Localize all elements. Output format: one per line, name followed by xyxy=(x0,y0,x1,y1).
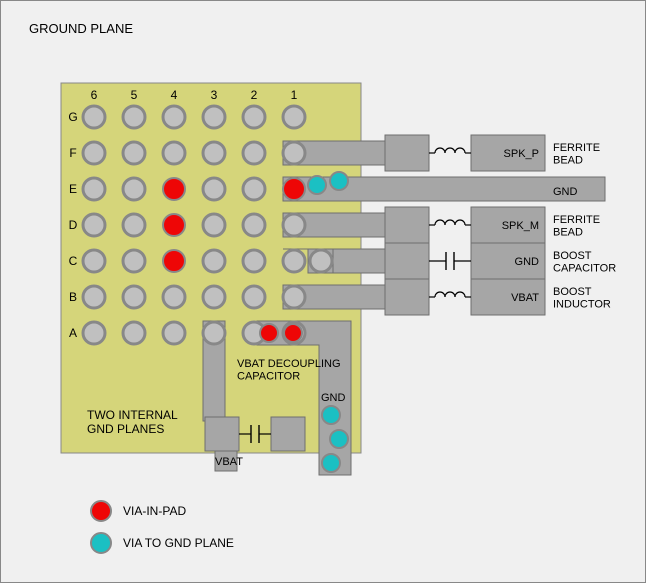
via-C5 xyxy=(123,250,145,272)
via-D2 xyxy=(243,214,265,236)
inductor-symbol xyxy=(429,220,471,225)
legend-label-red: VIA-IN-PAD xyxy=(123,504,186,518)
via-E2 xyxy=(243,178,265,200)
via-F4 xyxy=(163,142,185,164)
via-D5 xyxy=(123,214,145,236)
row-label-C: C xyxy=(69,254,78,268)
via-B4 xyxy=(163,286,185,308)
row-label-F: F xyxy=(69,146,76,160)
gnd-u-label: GND xyxy=(321,392,346,404)
via-A5 xyxy=(123,322,145,344)
via-B1 xyxy=(283,286,305,308)
col-label-2: 2 xyxy=(251,88,258,102)
via-B3 xyxy=(203,286,225,308)
pcb-note: TWO INTERNALGND PLANES xyxy=(87,408,178,436)
spk-m-left xyxy=(385,207,429,243)
via-A6 xyxy=(83,322,105,344)
via-G5 xyxy=(123,106,145,128)
via-E6 xyxy=(83,178,105,200)
side-label-1: GND xyxy=(553,186,578,198)
gnd-right-label: GND xyxy=(515,256,540,268)
col-label-5: 5 xyxy=(131,88,138,102)
spk-p-right-label: SPK_P xyxy=(504,148,539,160)
via-D3 xyxy=(203,214,225,236)
via-C3 xyxy=(203,250,225,272)
side-label-3: BOOSTCAPACITOR xyxy=(553,250,616,275)
via-G3 xyxy=(203,106,225,128)
via-gnd-1 xyxy=(330,172,348,190)
row-label-A: A xyxy=(69,326,77,340)
row-label-D: D xyxy=(69,218,78,232)
via-C6 xyxy=(83,250,105,272)
via-D1 xyxy=(283,214,305,236)
spk-p-left xyxy=(385,135,429,171)
via-A4 xyxy=(163,322,185,344)
vbat-cap-right xyxy=(271,417,305,451)
via-F5 xyxy=(123,142,145,164)
legend-swatch-cyan xyxy=(91,533,111,553)
via-extra-0 xyxy=(310,250,332,272)
via-in-pad-C4 xyxy=(163,250,185,272)
vbat-right-label: VBAT xyxy=(511,292,539,304)
side-label-0: FERRITEBEAD xyxy=(553,142,600,167)
via-C1 xyxy=(283,250,305,272)
via-F3 xyxy=(203,142,225,164)
via-F1 xyxy=(283,142,305,164)
via-F2 xyxy=(243,142,265,164)
via-in-pad-E1 xyxy=(283,178,305,200)
inductor-symbol xyxy=(429,292,471,297)
via-gnd-4 xyxy=(322,454,340,472)
legend-label-cyan: VIA TO GND PLANE xyxy=(123,536,234,550)
title: GROUND PLANE xyxy=(29,21,133,36)
diagram-svg: SPK_P SPK_M GND VBAT G F E D C B A 6 5 4 3 2 1 GROUND PLA… xyxy=(1,1,646,584)
via-D6 xyxy=(83,214,105,236)
via-G2 xyxy=(243,106,265,128)
via-in-pad-E4 xyxy=(163,178,185,200)
legend-swatch-red xyxy=(91,501,111,521)
vbat-left xyxy=(385,279,429,315)
via-B5 xyxy=(123,286,145,308)
via-G1 xyxy=(283,106,305,128)
capacitor-symbol xyxy=(429,252,471,270)
via-G6 xyxy=(83,106,105,128)
via-A3 xyxy=(203,322,225,344)
row-label-B: B xyxy=(69,290,77,304)
via-B6 xyxy=(83,286,105,308)
via-E3 xyxy=(203,178,225,200)
via-in-pad-D4 xyxy=(163,214,185,236)
side-label-4: BOOSTINDUCTOR xyxy=(553,286,611,311)
inductor-symbol xyxy=(429,148,471,153)
row-label-G: G xyxy=(68,110,77,124)
via-gnd-2 xyxy=(322,406,340,424)
col-label-4: 4 xyxy=(171,88,178,102)
vbat-cap-left xyxy=(205,417,239,451)
row-label-E: E xyxy=(69,182,77,196)
via-C2 xyxy=(243,250,265,272)
diagram-frame: SPK_P SPK_M GND VBAT G F E D C B A 6 5 4 3 2 1 GROUND PLA… xyxy=(0,0,646,583)
col-label-1: 1 xyxy=(291,88,298,102)
vbat-stub-label: VBAT xyxy=(215,456,243,468)
side-label-2: FERRITEBEAD xyxy=(553,214,600,239)
col-label-3: 3 xyxy=(211,88,218,102)
gnd-left xyxy=(385,243,429,279)
spk-m-right-label: SPK_M xyxy=(502,220,539,232)
via-gnd-3 xyxy=(330,430,348,448)
via-F6 xyxy=(83,142,105,164)
via-in-pad-free-0 xyxy=(260,324,278,342)
via-B2 xyxy=(243,286,265,308)
col-label-6: 6 xyxy=(91,88,98,102)
via-E5 xyxy=(123,178,145,200)
via-G4 xyxy=(163,106,185,128)
via-in-pad-free-1 xyxy=(284,324,302,342)
via-gnd-0 xyxy=(308,176,326,194)
